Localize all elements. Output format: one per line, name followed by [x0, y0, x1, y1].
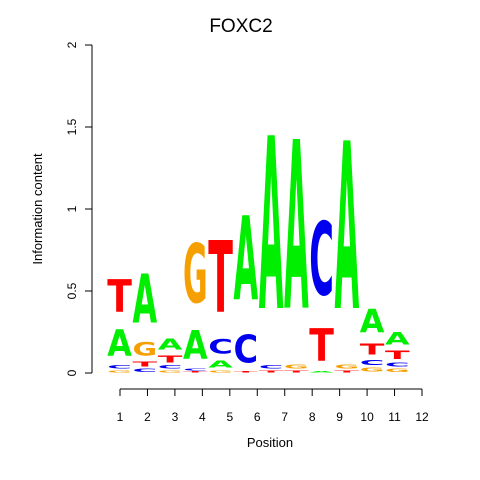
- logo-letter-C: C: [234, 328, 259, 371]
- logo-letter-G: G: [107, 370, 132, 373]
- y-axis: 0 0.5 1 1.5 2: [65, 41, 92, 376]
- logo-letter-A: A: [133, 261, 158, 339]
- logo-letter-A: A: [158, 335, 183, 353]
- x-axis: 1 2 3 4 5 6 7 8 9 10 11 12: [117, 389, 429, 424]
- logo-letter-C: C: [360, 358, 385, 366]
- logo-letter-A: A: [385, 329, 410, 349]
- logo-stacks: GCATCTGAGCTATCAGGACTTCATCATGAATCTGAGCTAG…: [107, 88, 410, 373]
- logo-letter-T: T: [335, 370, 360, 373]
- x-tick-label: 11: [388, 410, 401, 424]
- logo-letter-G: G: [158, 370, 183, 373]
- logo-letter-C: C: [183, 368, 208, 371]
- logo-letter-A: A: [183, 324, 208, 369]
- logo-letter-A: A: [360, 302, 385, 340]
- logo-letter-C: C: [259, 365, 284, 370]
- logo-letter-A: A: [107, 323, 132, 366]
- logo-letter-T: T: [385, 349, 411, 362]
- logo-letter-G: G: [284, 363, 309, 369]
- logo-letter-T: T: [133, 360, 158, 368]
- logo-letter-T: T: [360, 340, 385, 358]
- y-tick-label: 0: [65, 369, 79, 376]
- logo-letter-A: A: [259, 88, 284, 364]
- logo-letter-T: T: [183, 371, 208, 373]
- y-axis-label: Information content: [30, 153, 45, 265]
- y-tick-label: 0.5: [65, 282, 79, 299]
- logo-letter-C: C: [133, 368, 158, 373]
- y-tick-label: 1.5: [65, 118, 79, 135]
- logo-letter-G: G: [360, 367, 385, 373]
- logo-letter-T: T: [107, 270, 132, 323]
- logo-letter-T: T: [309, 319, 334, 372]
- logo-letter-A: A: [208, 358, 234, 370]
- logo-letter-G: G: [133, 339, 158, 360]
- logo-letter-A: A: [335, 95, 360, 363]
- x-tick-label: 10: [360, 410, 374, 424]
- x-tick-label: 1: [117, 410, 124, 424]
- logo-letter-C: C: [385, 362, 410, 369]
- x-tick-label: 9: [336, 410, 343, 424]
- x-tick-label: 8: [309, 410, 316, 424]
- logo-letter-T: T: [284, 370, 309, 373]
- logo-letter-T: T: [259, 370, 284, 373]
- logo-letter-A: A: [234, 193, 259, 327]
- logo-letter-G: G: [208, 370, 233, 373]
- logo-letter-C: C: [158, 365, 183, 370]
- x-tick-label: 12: [415, 410, 429, 424]
- logo-letter-G: G: [385, 368, 410, 373]
- x-tick-label: 6: [254, 410, 261, 424]
- logo-letter-A: A: [309, 371, 334, 373]
- y-tick-label: 2: [65, 41, 79, 48]
- x-axis-label: Position: [247, 435, 293, 450]
- logo-letter-T: T: [158, 354, 183, 365]
- x-tick-label: 7: [281, 410, 288, 424]
- logo-letter-C: C: [208, 336, 233, 359]
- logo-letter-A: A: [284, 93, 309, 362]
- x-tick-label: 2: [144, 410, 151, 424]
- logo-letter-C: C: [309, 201, 334, 319]
- x-tick-label: 4: [199, 410, 206, 424]
- logo-letter-T: T: [208, 221, 233, 335]
- x-tick-label: 5: [226, 410, 233, 424]
- x-tick-label: 3: [172, 410, 179, 424]
- y-tick-label: 1: [65, 205, 79, 212]
- chart-title: FOXC2: [209, 16, 272, 37]
- logo-letter-G: G: [183, 228, 208, 322]
- logo-letter-G: G: [335, 363, 360, 369]
